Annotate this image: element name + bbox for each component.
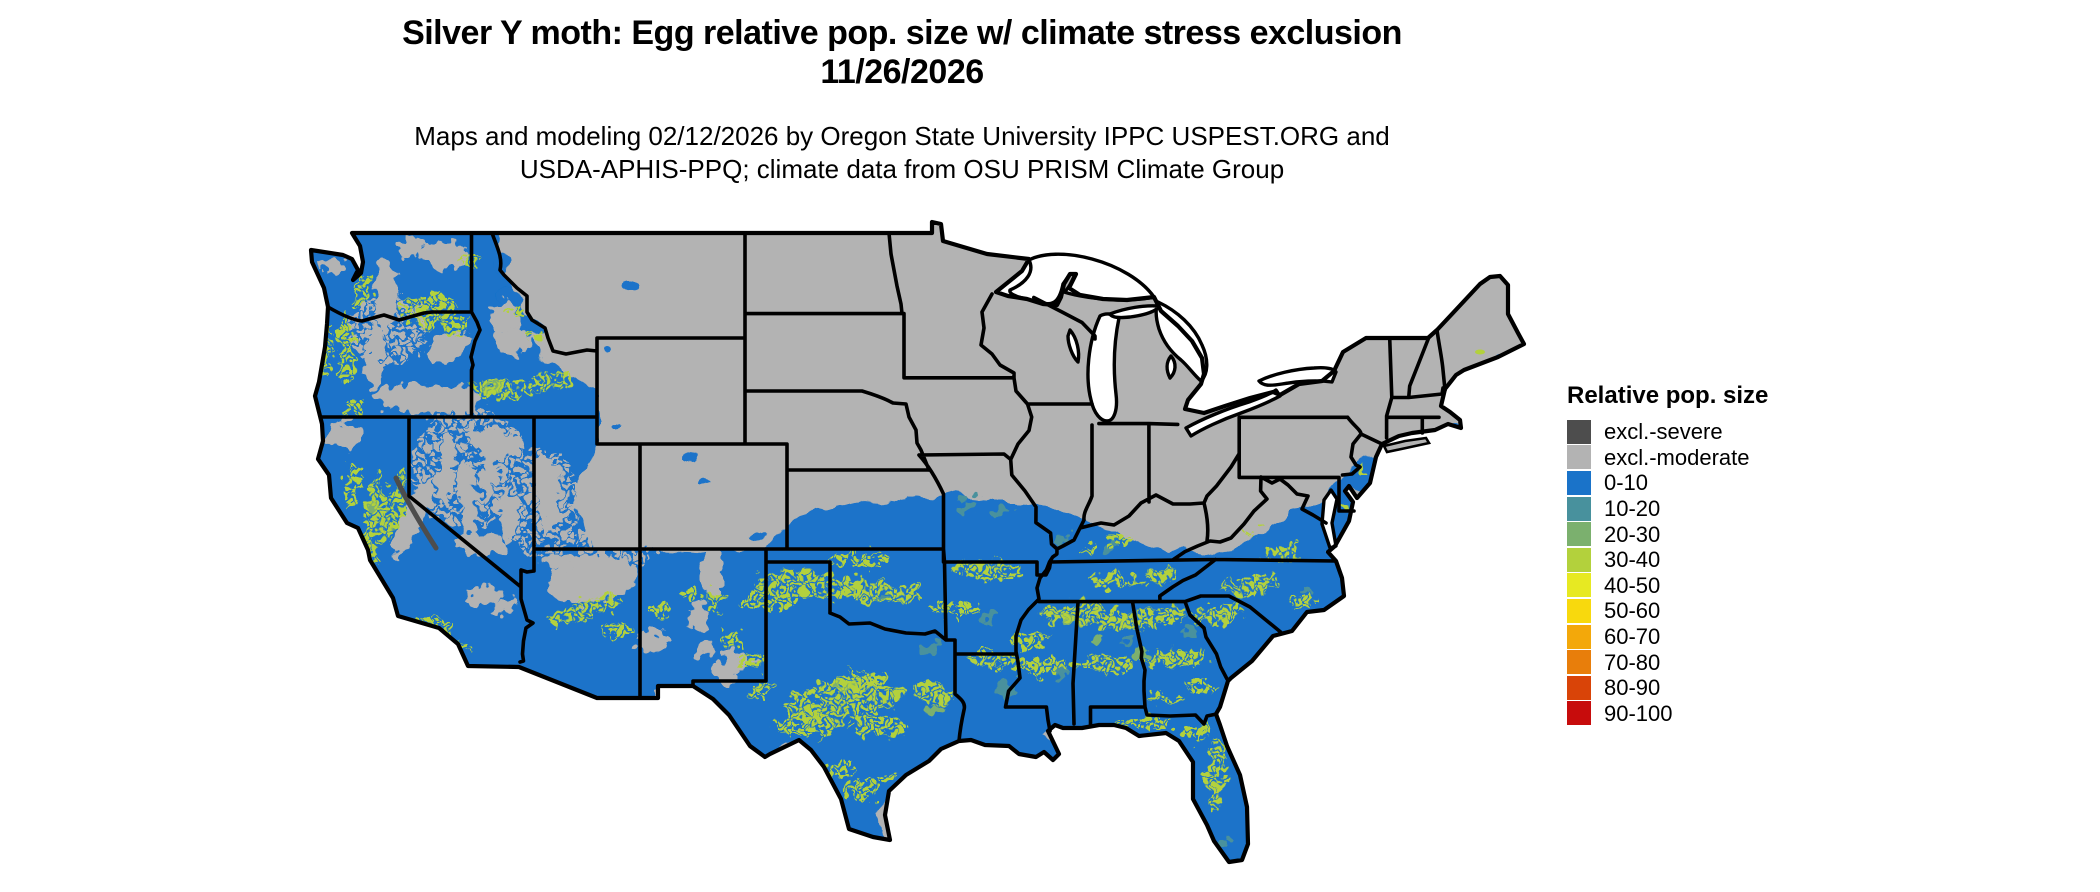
map-subtitle: Maps and modeling 02/12/2026 by Oregon S… (102, 120, 1702, 186)
legend-label: excl.-moderate (1604, 444, 1750, 470)
legend-item: 0-10 (1567, 470, 1867, 496)
map-layer-excluded-moderate-mottle (323, 239, 752, 682)
legend-swatch (1567, 470, 1591, 495)
legend-swatch-color (1567, 522, 1591, 547)
state-borders (320, 231, 1447, 743)
legend-label: 0-10 (1604, 470, 1649, 496)
legend-swatch (1567, 650, 1591, 675)
legend-swatch (1567, 522, 1591, 547)
legend-label: 60-70 (1604, 624, 1661, 650)
legend-title: Relative pop. size (1567, 382, 1769, 409)
legend-swatch-color (1567, 675, 1591, 700)
green-bay (1066, 328, 1081, 364)
legend-item: 30-40 (1567, 547, 1867, 573)
great-lakes (1008, 252, 1339, 550)
straits-of-mackinac (1108, 304, 1160, 320)
legend-label: 80-90 (1604, 675, 1661, 701)
legend-swatch (1567, 675, 1591, 700)
legend-item: 60-70 (1567, 624, 1867, 650)
legend-swatch-color (1567, 419, 1591, 444)
map-layer-pop-30-40 (323, 254, 1485, 813)
legend-swatch-color (1567, 624, 1591, 649)
legend-swatch (1567, 573, 1591, 598)
legend-item: excl.-moderate (1567, 445, 1867, 471)
map-title: Silver Y moth: Egg relative pop. size w/… (102, 14, 1702, 92)
subtitle-line-2: USDA-APHIS-PPQ; climate data from OSU PR… (519, 154, 1285, 184)
title-line-1: Silver Y moth: Egg relative pop. size w/… (402, 14, 1402, 52)
legend-swatch (1567, 496, 1591, 521)
conus-outline (308, 219, 1527, 865)
legend-swatch-color (1567, 573, 1591, 598)
legend-swatch-color (1567, 598, 1591, 623)
legend-swatch-color (1567, 445, 1591, 470)
legend-label: 20-30 (1604, 521, 1661, 547)
legend-label: 10-20 (1604, 496, 1661, 522)
title-line-2: 11/26/2026 (820, 53, 984, 91)
legend-swatch-color (1567, 547, 1591, 572)
legend-label: 30-40 (1604, 547, 1661, 573)
legend-item: excl.-severe (1567, 419, 1867, 445)
legend-swatch-color (1567, 650, 1591, 675)
legend-label: 90-100 (1604, 700, 1673, 726)
subtitle-line-1: Maps and modeling 02/12/2026 by Oregon S… (414, 121, 1390, 151)
legend-label: 50-60 (1604, 598, 1661, 624)
legend-item: 80-90 (1567, 675, 1867, 701)
saginaw-bay (1165, 354, 1177, 380)
long-island (1382, 436, 1432, 454)
legend-swatch-color (1567, 470, 1591, 495)
legend-label: 70-80 (1604, 649, 1661, 675)
legend-swatch (1567, 445, 1591, 470)
legend-item: 90-100 (1567, 701, 1867, 727)
legend-swatch (1567, 624, 1591, 649)
legend-item: 20-30 (1567, 521, 1867, 547)
legend-item: 70-80 (1567, 649, 1867, 675)
legend-swatch-color (1567, 496, 1591, 521)
legend-swatch (1567, 701, 1591, 726)
legend-label: excl.-severe (1604, 419, 1723, 445)
lake-huron (1154, 300, 1209, 383)
legend-item: 40-50 (1567, 573, 1867, 599)
map-legend: Relative pop. size excl.-severe excl.-mo… (1567, 382, 1867, 726)
legend-swatch (1567, 547, 1591, 572)
map-layer-excluded-severe (393, 475, 439, 551)
legend-swatch (1567, 598, 1591, 623)
legend-label: 40-50 (1604, 572, 1661, 598)
legend-item: 10-20 (1567, 496, 1867, 522)
legend-item: 50-60 (1567, 598, 1867, 624)
legend-swatch-color (1567, 701, 1591, 726)
legend-swatch (1567, 419, 1591, 444)
